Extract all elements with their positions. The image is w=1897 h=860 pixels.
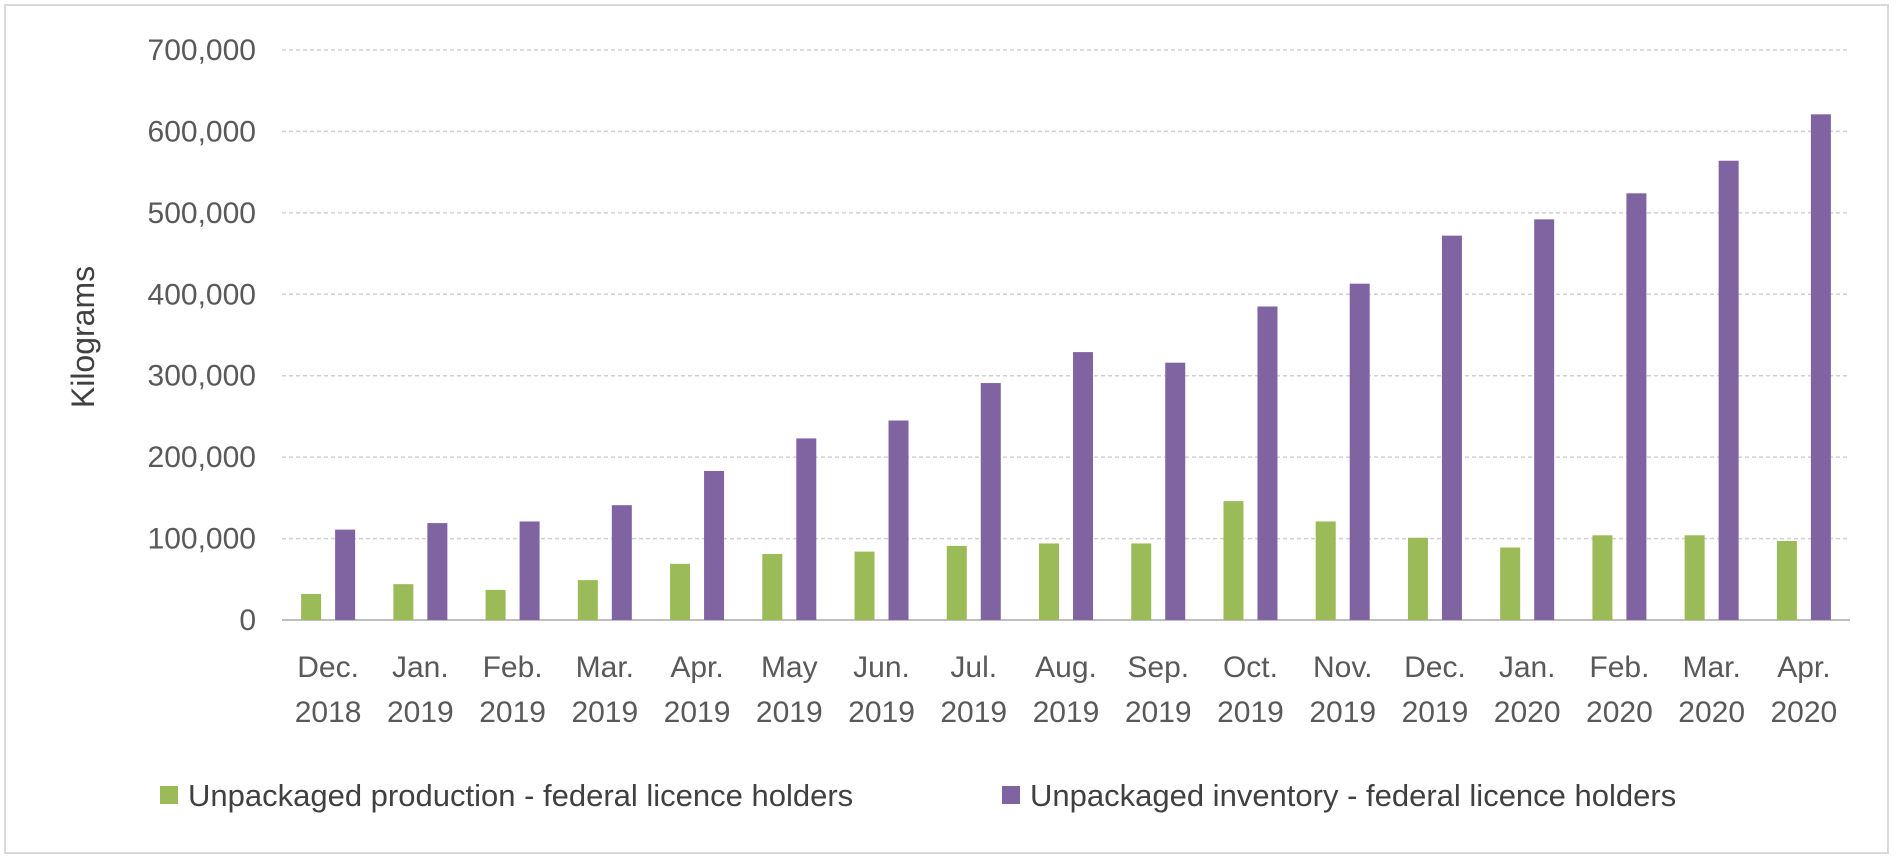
inventory-bar — [888, 420, 909, 620]
legend-swatch — [1002, 786, 1020, 804]
x-tick-label: Feb. — [483, 651, 543, 684]
x-tick-label: Jun. — [853, 651, 910, 684]
production-bar — [762, 554, 783, 620]
production-bar — [854, 551, 875, 620]
x-tick-label: Apr. — [1777, 651, 1830, 684]
x-tick-label: 2019 — [479, 696, 546, 729]
inventory-bar — [980, 383, 1001, 620]
production-bar — [577, 580, 598, 620]
x-tick-label: Jan. — [1499, 651, 1556, 684]
x-axis-ticks: Dec. 2018 Jan. 2019 Feb. 2019 Mar. 2019 Apr. 2019… — [295, 651, 1838, 729]
production-bar — [1315, 521, 1336, 620]
y-tick-label: 600,000 — [148, 115, 256, 148]
y-axis-title: Kilograms — [65, 266, 101, 408]
x-tick-label: Jan. — [392, 651, 449, 684]
inventory-bar — [796, 438, 817, 620]
production-bar — [670, 563, 691, 620]
x-tick-label: Aug. — [1035, 651, 1097, 684]
legend-label: Unpackaged inventory - federal licence h… — [1030, 778, 1676, 813]
x-tick-label: Mar. — [576, 651, 634, 684]
production-bar — [485, 589, 506, 620]
production-bar — [1500, 547, 1521, 620]
x-tick-label: Mar. — [1682, 651, 1740, 684]
x-tick-label: Dec. — [297, 651, 359, 684]
production-bar — [1592, 535, 1613, 620]
x-tick-label: 2019 — [664, 696, 731, 729]
x-tick-label: Sep. — [1127, 651, 1189, 684]
x-tick-label: 2019 — [848, 696, 915, 729]
x-tick-label: 2019 — [1125, 696, 1192, 729]
x-tick-label: 2020 — [1586, 696, 1653, 729]
x-tick-label: 2019 — [571, 696, 638, 729]
y-tick-label: 100,000 — [148, 523, 256, 556]
y-tick-label: 700,000 — [148, 34, 256, 67]
inventory-bar — [1626, 193, 1647, 621]
production-bar — [1039, 543, 1059, 620]
inventory-bar — [427, 523, 448, 620]
production-bar — [1407, 537, 1428, 620]
x-tick-label: 2019 — [1033, 696, 1100, 729]
production-bar — [1223, 501, 1244, 620]
x-tick-label: 2019 — [756, 696, 823, 729]
x-tick-label: 2018 — [295, 696, 362, 729]
inventory-bar — [1073, 352, 1093, 620]
production-bar — [1684, 535, 1705, 620]
x-tick-label: Dec. — [1404, 651, 1466, 684]
x-tick-label: Jul. — [950, 651, 997, 684]
legend-label: Unpackaged production - federal licence … — [188, 778, 853, 813]
x-tick-label: 2019 — [940, 696, 1007, 729]
x-tick-label: May — [761, 651, 818, 684]
production-bar — [301, 593, 322, 620]
x-tick-label: Oct. — [1223, 651, 1278, 684]
inventory-bar — [519, 521, 540, 620]
bars — [301, 114, 1831, 621]
y-tick-label: 0 — [239, 604, 256, 637]
chart-frame — [4, 4, 1889, 854]
y-tick-label: 200,000 — [148, 441, 256, 474]
inventory-bar — [704, 470, 725, 620]
inventory-bar — [1257, 306, 1278, 620]
y-axis-ticks: 0 100,000 200,000 300,000 400,000 500,000 600,… — [148, 34, 256, 637]
x-tick-label: 2019 — [1217, 696, 1284, 729]
y-tick-label: 400,000 — [148, 278, 256, 311]
x-tick-label: 2020 — [1678, 696, 1745, 729]
x-tick-label: 2019 — [1309, 696, 1376, 729]
production-bar — [393, 584, 414, 620]
production-bar — [946, 545, 967, 620]
y-tick-label: 300,000 — [148, 360, 256, 393]
x-tick-label: Apr. — [670, 651, 723, 684]
x-tick-label: 2019 — [1402, 696, 1469, 729]
legend: Unpackaged production - federal licence … — [160, 778, 1676, 813]
gridlines — [282, 49, 1850, 621]
inventory-bar — [1165, 362, 1186, 620]
legend-swatch — [160, 786, 178, 804]
inventory-bar — [611, 505, 632, 620]
x-tick-label: 2019 — [387, 696, 454, 729]
x-tick-label: 2020 — [1771, 696, 1838, 729]
inventory-bar — [1810, 114, 1831, 620]
inventory-bar — [1349, 283, 1370, 620]
x-tick-label: 2020 — [1494, 696, 1561, 729]
inventory-bar — [335, 529, 356, 620]
production-bar — [1776, 541, 1797, 620]
y-tick-label: 500,000 — [148, 197, 256, 230]
inventory-bar — [1534, 219, 1555, 620]
x-tick-label: Nov. — [1313, 651, 1372, 684]
inventory-bar — [1441, 235, 1462, 620]
production-bar — [1131, 543, 1152, 620]
x-tick-label: Feb. — [1589, 651, 1649, 684]
inventory-bar — [1718, 160, 1739, 620]
